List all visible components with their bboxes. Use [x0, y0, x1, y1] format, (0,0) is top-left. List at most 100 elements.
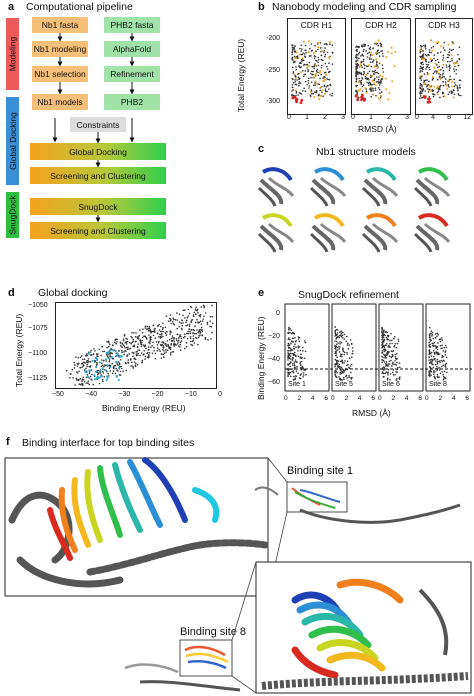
docking-pose-point	[126, 340, 129, 343]
docking-pose-point	[162, 345, 164, 347]
docking-pose-point	[192, 315, 195, 318]
snugdock-decoy-point	[303, 340, 306, 342]
cdr-selected-point	[295, 100, 298, 104]
docking-selected-point	[98, 361, 101, 364]
cdr-sample-point	[293, 55, 296, 58]
cdr-sample-point	[370, 90, 373, 92]
cdr-sample-point	[374, 87, 377, 89]
cdr-sample-point	[309, 47, 311, 50]
docking-pose-point	[178, 336, 180, 339]
snugdock-decoy-point	[336, 332, 339, 334]
snugdock-decoy-point	[430, 332, 432, 335]
docking-selected-point	[109, 349, 112, 352]
cdr-sample-point	[355, 67, 357, 69]
snugdock-decoy-point	[395, 379, 398, 381]
docking-pose-point	[196, 318, 198, 321]
cdr-sample-point-highlight	[437, 69, 440, 72]
cdr-sample-point-highlight	[375, 41, 377, 44]
panel-a-label: a	[8, 1, 15, 13]
docking-pose-point	[135, 362, 137, 365]
snugdock-decoy-point	[291, 352, 294, 355]
cdr-sample-point-highlight	[294, 77, 297, 80]
cdr-sample-point	[457, 93, 460, 95]
snugdock-decoy-point	[382, 336, 385, 339]
snugdock-decoy-point	[381, 356, 384, 358]
cdr-sample-point	[355, 73, 358, 76]
snugdock-decoy-point	[287, 371, 289, 374]
cdr-sample-point	[291, 58, 294, 61]
snugdock-decoy-point	[385, 371, 388, 373]
nb1-model	[413, 213, 451, 253]
panel-e-xtick: 4	[404, 395, 409, 402]
docking-pose-point	[123, 353, 125, 356]
cdr-sample-point	[310, 76, 312, 79]
snugdock-decoy-point	[334, 372, 336, 374]
cdr-sample-point	[329, 70, 331, 73]
docking-pose-point	[144, 355, 147, 358]
docking-pose-point	[189, 330, 191, 333]
snugdock-decoy-point	[431, 331, 434, 334]
snugdock-decoy-point	[337, 346, 340, 348]
cdr-h2-subplot: CDR H2	[351, 18, 411, 115]
snugdock-decoy-point	[287, 352, 290, 355]
cdr-sample-point	[308, 85, 311, 87]
docking-selected-point	[105, 378, 108, 382]
cdr-sample-point	[432, 93, 434, 95]
docking-pose-point	[75, 377, 78, 380]
docking-pose-point	[73, 361, 75, 364]
snugdock-decoy-point	[392, 361, 394, 364]
cdr-sample-point	[457, 89, 459, 92]
docking-pose-point	[109, 370, 112, 372]
snugdock-decoy-point	[432, 366, 435, 369]
snugdock-decoy-point	[385, 354, 387, 356]
snugdock-decoy-point	[289, 327, 291, 330]
docking-pose-point	[108, 342, 110, 344]
docking-pose-point	[101, 359, 103, 361]
snugdock-decoy-point	[434, 333, 437, 335]
snugdock-decoy-point	[300, 353, 302, 355]
docking-pose-point	[88, 361, 90, 363]
docking-pose-point	[181, 328, 183, 331]
panel-d-xtick: −50	[52, 391, 64, 398]
docking-pose-point	[126, 355, 128, 357]
panel-e-xtick: 0	[331, 395, 335, 402]
docking-pose-point	[170, 331, 172, 333]
cdr-sample-point	[421, 89, 423, 91]
docking-pose-point	[171, 351, 173, 353]
snugdock-decoy-point	[346, 353, 348, 355]
cdr-sample-point	[375, 63, 378, 65]
docking-pose-point	[146, 352, 148, 355]
snugdock-decoy-point	[334, 365, 336, 368]
snugdock-decoy-point	[289, 365, 291, 368]
snugdock-decoy-point	[346, 364, 348, 367]
cdr-sample-point	[320, 73, 323, 76]
snugdock-decoy-point	[387, 374, 389, 376]
nb1-model	[361, 213, 399, 253]
snugdock-decoy-point	[341, 370, 344, 373]
snugdock-decoy-point	[294, 337, 296, 339]
snugdock-decoy-point	[345, 335, 348, 338]
docking-selected-point	[93, 378, 97, 381]
docking-pose-point	[107, 372, 109, 375]
cdr-sample-point-highlight	[298, 53, 301, 56]
snugdock-decoy-point	[385, 330, 387, 333]
cdr-sample-point	[428, 80, 430, 83]
docking-pose-point	[119, 374, 122, 376]
cdr-sample-point-highlight	[321, 89, 323, 92]
docking-selected-point	[94, 370, 97, 373]
site-6-label: Site 6	[381, 381, 401, 388]
panel-d-title: Global docking	[38, 287, 108, 299]
snugdock-decoy-point	[292, 364, 294, 367]
cdr-sample-point	[376, 61, 378, 64]
snugdock-decoy-point	[339, 355, 342, 357]
snugdock-decoy-point	[297, 372, 299, 374]
docking-pose-point	[130, 358, 132, 360]
snugdock-decoy-point	[442, 359, 445, 362]
docking-pose-point	[161, 343, 164, 346]
snugdock-decoy-point	[343, 351, 346, 354]
cdr-sample-point	[300, 44, 303, 47]
snugdock-decoy-point	[395, 346, 398, 349]
snugdock-decoy-point	[384, 372, 387, 375]
snugdock-decoy-point	[441, 339, 443, 341]
snugdock-decoy-point	[292, 370, 295, 372]
